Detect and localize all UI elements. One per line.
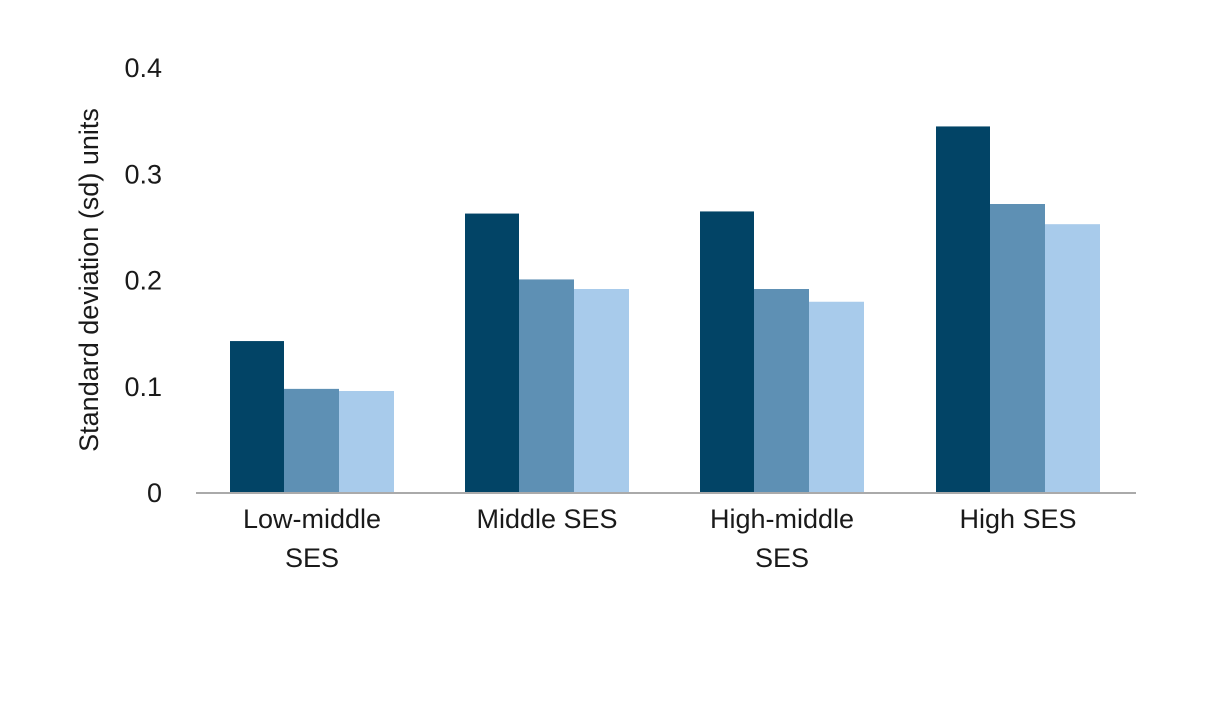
y-tick-label: 0 [147,478,162,508]
bar-series-2-category-3 [754,289,809,493]
y-tick-label: 0.4 [124,53,162,83]
x-tick-label: Middle SES [476,504,617,534]
y-tick-label: 0.2 [124,266,162,296]
y-axis-label: Standard deviation (sd) units [74,108,104,452]
x-axis-tick-labels: Low-middle SES Middle SES High-middle SES Hig… [243,504,1077,573]
bars [230,126,1100,493]
bar-series-1-category-3 [700,211,754,493]
bar-series-1-category-4 [936,126,990,493]
bar-series-3-category-4 [1045,224,1100,493]
x-tick-label: Low-middle SES [243,504,381,573]
bar-series-3-category-1 [339,391,394,493]
bar-series-2-category-1 [284,388,339,493]
y-tick-label: 0.3 [124,159,162,189]
y-tick-label: 0.1 [124,372,162,402]
x-tick-label: High-middle SES [710,504,854,573]
bar-series-3-category-2 [574,289,629,493]
bar-series-3-category-3 [809,301,864,493]
x-tick-label: High SES [959,504,1076,534]
bar-series-2-category-4 [990,204,1045,493]
y-axis-ticks: 0 0.1 0.2 0.3 0.4 [124,53,162,508]
bar-series-1-category-2 [465,213,519,493]
bar-series-2-category-2 [519,279,574,493]
bar-series-1-category-1 [230,341,284,493]
